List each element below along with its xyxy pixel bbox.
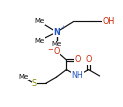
Text: +: + [60, 25, 65, 30]
Text: S: S [32, 79, 37, 88]
Text: Me: Me [34, 18, 45, 24]
Text: O: O [53, 47, 60, 56]
Text: O: O [85, 55, 92, 64]
Text: O: O [74, 55, 81, 64]
Text: NH: NH [72, 71, 83, 80]
Text: OH: OH [102, 17, 114, 26]
Text: N: N [53, 28, 60, 37]
Text: Me: Me [34, 38, 45, 44]
Text: Me: Me [18, 74, 29, 80]
Text: −: − [47, 47, 53, 53]
Text: Me: Me [51, 41, 62, 47]
